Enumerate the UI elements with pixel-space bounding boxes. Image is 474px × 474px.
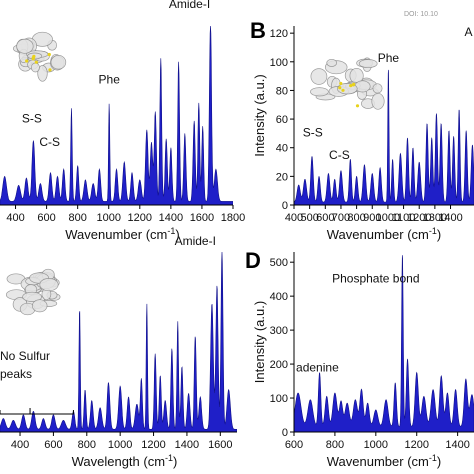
x-tick-label-b: 1200 (407, 212, 431, 224)
x-axis-label-c: Wavelength (cm-1) (72, 453, 178, 469)
panel-d: 600 800 1000 1200 1400 0 100 200 300 400 500 Wavenu… (245, 248, 474, 469)
y-axis-label-b: Intensity (a.u.) (252, 74, 267, 156)
annotation-b: C-S (329, 148, 350, 162)
x-tick-label-c: 800 (78, 439, 96, 451)
protein-structure-a (12, 31, 67, 82)
y-tick-label-b: 80 (276, 85, 288, 97)
y-tick-label-d: 300 (270, 325, 288, 337)
spectrum-area-a (0, 26, 233, 205)
x-axis-label-d: Wavenumber (cm-1) (327, 453, 441, 469)
annotation-a: C-S (39, 135, 60, 149)
x-tick-label-a: 600 (37, 212, 55, 224)
spectrum-area-c (0, 252, 237, 432)
annotation-b: A (465, 25, 473, 39)
y-tick-label-d: 100 (270, 393, 288, 405)
x-tick-label-a: 1200 (128, 212, 152, 224)
y-tick-label-b: 40 (276, 143, 288, 155)
annotation-c: No Sulfur (0, 349, 50, 363)
y-tick-label-b: 20 (276, 171, 288, 183)
annotation-c: peaks (0, 367, 32, 381)
y-tick-label-d: 500 (270, 257, 288, 269)
panel-label-b: B (250, 18, 266, 43)
x-tick-label-b: 800 (347, 212, 365, 224)
x-tick-label-a: 1600 (190, 212, 214, 224)
x-tick-label-c: 1200 (141, 439, 165, 451)
y-tick-label-d: 200 (270, 359, 288, 371)
x-tick-label-b: 1400 (438, 212, 462, 224)
spectrum-area-d (294, 255, 474, 432)
x-tick-label-b: 1300 (423, 212, 447, 224)
x-tick-label-a: 800 (68, 212, 86, 224)
y-tick-label-b: 100 (270, 57, 288, 69)
panel-a: 400 600 800 1000 1200 1400 1600 1800 Wavenumber … (0, 0, 245, 242)
x-tick-label-b: 1000 (376, 212, 400, 224)
x-tick-label-c: 1600 (208, 439, 232, 451)
y-axis-label-d: Intensity (a.u.) (252, 301, 267, 383)
annotation-d: adenine (296, 361, 339, 375)
x-tick-label-a: 1800 (221, 212, 245, 224)
no-sulfur-bracket (0, 410, 74, 415)
x-tick-label-b: 600 (316, 212, 334, 224)
x-tick-label-c: 400 (11, 439, 29, 451)
x-axis-label-a: Wavenumber (cm-1) (65, 226, 179, 242)
x-tick-label-c: 1400 (175, 439, 199, 451)
x-tick-label-c: 1000 (108, 439, 132, 451)
annotation-b: S-S (303, 125, 323, 139)
x-tick-label-b: 900 (363, 212, 381, 224)
x-tick-label-a: 1400 (159, 212, 183, 224)
x-tick-label-d: 1200 (404, 439, 428, 451)
x-tick-label-a: 400 (6, 212, 24, 224)
annotation-d: Phosphate bond (332, 272, 419, 286)
x-tick-label-b: 500 (300, 212, 318, 224)
protein-structure-c (5, 268, 61, 316)
x-tick-label-d: 800 (326, 439, 344, 451)
x-tick-label-d: 1000 (364, 439, 388, 451)
spectrum-area-b (294, 69, 474, 205)
annotation-b: Phe (378, 51, 400, 65)
panel-label-d: D (245, 248, 261, 273)
protein-structure-b (310, 57, 385, 110)
y-tick-label-b: 0 (282, 200, 288, 212)
doi-watermark: DOI: 10.10 (404, 11, 438, 18)
x-tick-label-d: 1400 (445, 439, 469, 451)
y-tick-label-b: 60 (276, 114, 288, 126)
y-tick-label-d: 0 (282, 427, 288, 439)
x-axis-label-b: Wavenumber (cm-1) (327, 226, 441, 242)
x-tick-label-c: 600 (44, 439, 62, 451)
annotation-a: Amide-I (169, 0, 210, 11)
x-tick-label-b: 700 (332, 212, 350, 224)
annotation-c: Amide-I (175, 234, 216, 248)
y-tick-label-d: 400 (270, 291, 288, 303)
x-tick-label-d: 600 (285, 439, 303, 451)
x-tick-label-b: 1100 (392, 212, 416, 224)
x-tick-label-b: 400 (285, 212, 303, 224)
panel-c: 400 600 800 1000 1200 1400 1600 Wavelength (cm-… (0, 234, 237, 469)
annotation-a: Phe (99, 72, 121, 86)
x-tick-label-a: 1000 (96, 212, 120, 224)
y-tick-label-b: 120 (270, 28, 288, 40)
annotation-a: S-S (22, 112, 42, 126)
